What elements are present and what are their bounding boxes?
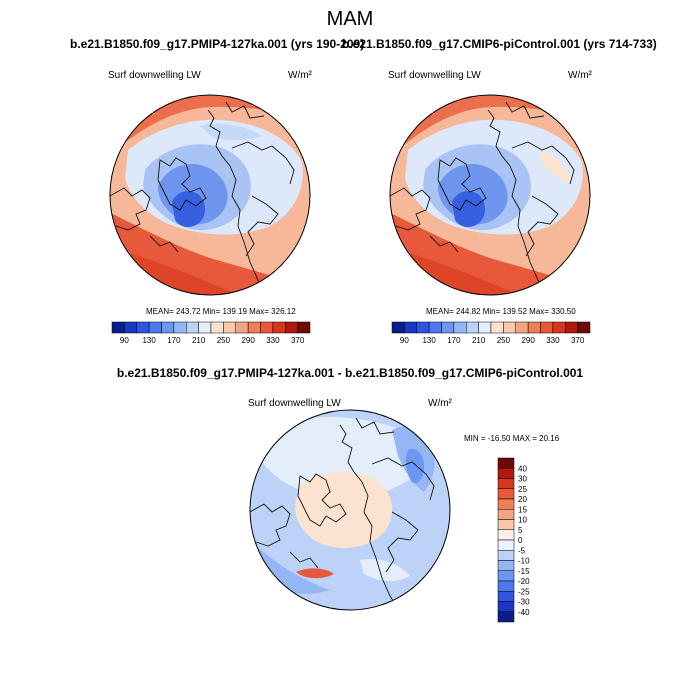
right-colorbar-swatch <box>577 321 591 334</box>
right-colorbar-tick-label: 330 <box>546 336 560 345</box>
left-stats: MEAN= 243.72 Min= 139.19 Max= 326.12 <box>146 307 296 316</box>
left-colorbar-tick-label: 370 <box>291 336 305 345</box>
left-colorbar-swatch <box>247 321 261 334</box>
right-colorbar-tick-label: 90 <box>400 336 409 345</box>
right-colorbar-tick-label: 170 <box>447 336 461 345</box>
left-colorbar-swatch <box>111 321 125 334</box>
right-colorbar-tick-label: 130 <box>422 336 436 345</box>
right-colorbar-tick-label: 250 <box>497 336 511 345</box>
figure-title: MAM <box>326 8 374 30</box>
diff-colorbar-tick-label: -10 <box>518 557 530 566</box>
diff-polar-map <box>249 409 451 611</box>
right-colorbar-swatch <box>391 321 405 334</box>
diff-colorbar-tick-label: -40 <box>518 608 530 617</box>
diff-colorbar-tick-label: -20 <box>518 577 530 586</box>
diff-colorbar-swatch <box>497 529 515 541</box>
left-colorbar-swatch <box>235 321 249 334</box>
right-colorbar: 90 130 170 210 250 290 330 370 <box>391 321 591 345</box>
right-colorbar-swatch <box>565 321 578 334</box>
diff-colorbar-tick-label: 20 <box>518 495 527 504</box>
left-colorbar-swatch <box>297 321 311 334</box>
diff-colorbar-swatch <box>497 478 515 489</box>
right-colorbar-swatch <box>478 321 492 334</box>
diff-colorbar-swatch <box>497 539 515 551</box>
left-polar-map <box>109 94 311 296</box>
left-colorbar-tick-label: 90 <box>120 336 129 345</box>
left-colorbar-tick-label: 130 <box>142 336 156 345</box>
diff-colorbar-tick-label: 10 <box>518 516 527 525</box>
right-colorbar-swatch <box>416 321 430 334</box>
right-polar-map <box>389 94 591 296</box>
right-colorbar-swatch <box>527 321 541 334</box>
diff-colorbar-tick-label: 30 <box>518 475 527 484</box>
right-colorbar-swatch <box>453 321 467 334</box>
diff-colorbar-tick-label: 25 <box>518 485 527 494</box>
left-panel-case-title: b.e21.B1850.f09_g17.PMIP4-127ka.001 (yrs… <box>70 37 365 51</box>
diff-colorbar-tick-label: 0 <box>518 536 523 545</box>
left-colorbar-swatch <box>260 321 274 334</box>
diff-colorbar-tick-label: 15 <box>518 505 527 514</box>
right-colorbar-swatch <box>515 321 529 334</box>
left-colorbar-swatch <box>124 321 137 334</box>
diff-colorbar-swatch <box>497 509 515 520</box>
diff-colorbar-swatch <box>497 560 515 571</box>
left-colorbar-swatch <box>161 321 175 334</box>
left-variable-label: Surf downwelling LW <box>108 70 201 81</box>
left-colorbar-swatch <box>148 321 162 334</box>
left-colorbar-tick-label: 330 <box>266 336 280 345</box>
right-panel-case-title: b.e21.B1850.f09_g17.CMIP6-piControl.001 … <box>342 37 657 51</box>
left-units-label: W/m² <box>288 70 312 81</box>
left-colorbar: 90 130 170 210 250 290 330 370 <box>111 321 311 345</box>
diff-colorbar-swatch <box>497 498 515 510</box>
diff-colorbar-tick-label: -30 <box>518 598 530 607</box>
left-colorbar-swatch <box>223 321 236 334</box>
right-units-label: W/m² <box>568 70 592 81</box>
right-colorbar-swatch <box>404 321 417 334</box>
right-colorbar-swatch <box>441 321 455 334</box>
diff-colorbar-swatch <box>497 611 515 623</box>
diff-units-label: W/m² <box>428 398 452 409</box>
left-colorbar-tick-label: 170 <box>167 336 181 345</box>
left-colorbar-swatch <box>210 321 224 334</box>
right-colorbar-swatch <box>490 321 504 334</box>
diff-colorbar-swatch <box>497 591 515 602</box>
diff-colorbar-swatch <box>497 457 515 469</box>
left-colorbar-swatch <box>186 321 199 334</box>
diff-colorbar-swatch <box>497 550 515 561</box>
diff-colorbar-tick-label: 5 <box>518 526 523 535</box>
right-colorbar-swatch <box>540 321 554 334</box>
diff-colorbar-tick-label: -15 <box>518 567 530 576</box>
diff-variable-label: Surf downwelling LW <box>248 398 341 409</box>
diff-colorbar-swatch <box>497 488 515 500</box>
diff-colorbar-swatch <box>497 570 515 582</box>
left-colorbar-swatch <box>272 321 286 334</box>
diff-colorbar-tick-label: -5 <box>518 546 526 555</box>
diff-colorbar-tick-label: 40 <box>518 464 527 473</box>
right-variable-label: Surf downwelling LW <box>388 70 481 81</box>
diff-stats: MIN = -16.50 MAX = 20.16 <box>464 434 560 443</box>
diff-panel-title: b.e21.B1850.f09_g17.PMIP4-127ka.001 - b.… <box>116 366 584 380</box>
left-colorbar-swatch <box>285 321 298 334</box>
diff-colorbar-swatch <box>497 580 515 592</box>
right-colorbar-swatch <box>503 321 516 334</box>
left-colorbar-tick-label: 210 <box>192 336 206 345</box>
left-colorbar-swatch <box>136 321 150 334</box>
right-colorbar-tick-label: 290 <box>521 336 535 345</box>
right-colorbar-tick-label: 370 <box>571 336 585 345</box>
right-colorbar-swatch <box>428 321 442 334</box>
diff-colorbar-tick-label: -25 <box>518 587 530 596</box>
right-colorbar-swatch <box>466 321 479 334</box>
left-colorbar-tick-label: 250 <box>217 336 231 345</box>
right-colorbar-swatch <box>552 321 566 334</box>
left-colorbar-swatch <box>173 321 187 334</box>
diff-colorbar-swatch <box>497 601 515 612</box>
left-colorbar-tick-label: 290 <box>241 336 255 345</box>
diff-colorbar-swatch <box>497 468 515 479</box>
right-colorbar-tick-label: 210 <box>472 336 486 345</box>
right-stats: MEAN= 244.82 Min= 139.52 Max= 330.50 <box>426 307 576 316</box>
diff-colorbar-swatch <box>497 519 515 530</box>
left-colorbar-swatch <box>198 321 212 334</box>
